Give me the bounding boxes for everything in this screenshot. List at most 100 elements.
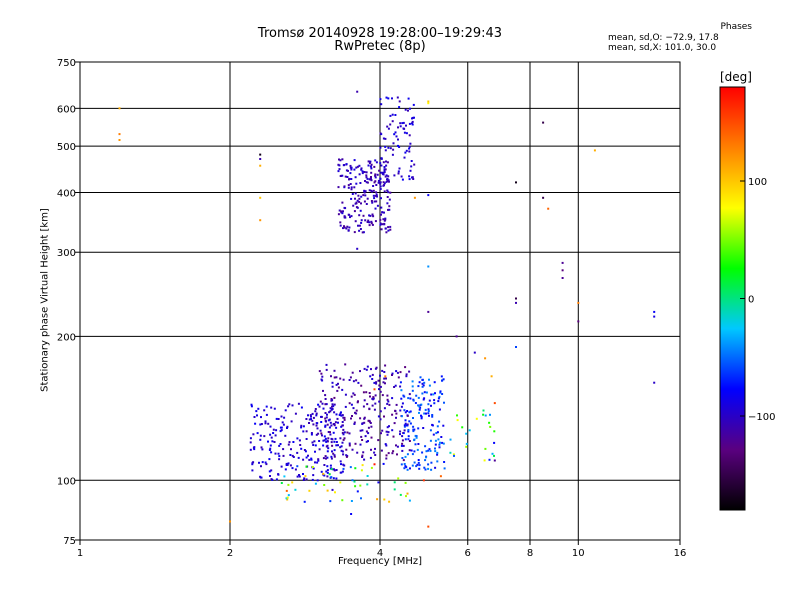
data-point [324,437,327,440]
data-point [350,513,353,515]
data-point [383,171,386,174]
data-point [515,297,517,300]
data-point [270,406,273,409]
data-point [267,440,269,443]
data-point [342,453,345,456]
data-point [407,109,409,112]
data-point [302,473,304,475]
data-point [412,399,415,402]
data-point [405,375,408,378]
data-point [325,416,328,419]
data-point [355,206,358,209]
data-point [402,127,405,130]
data-point [363,367,366,370]
data-point [433,402,436,405]
data-point [405,466,408,469]
data-point [359,370,361,373]
data-point [339,175,342,177]
data-point [363,200,366,203]
data-point [377,439,380,442]
data-point [321,375,324,378]
data-point [372,194,375,197]
data-point [300,406,303,409]
data-point [389,191,392,194]
data-point [310,432,313,434]
data-point [272,428,275,431]
data-point [324,417,327,420]
data-point [401,442,404,445]
data-point [379,410,382,413]
data-point [408,393,411,396]
data-point [369,375,372,378]
data-point [402,459,405,462]
data-point [305,478,308,481]
data-point [253,416,256,418]
data-point [326,489,329,492]
data-point [389,147,392,150]
data-point [251,463,254,466]
data-point [341,470,344,473]
data-point [381,369,384,372]
data-point [391,113,394,116]
data-point [274,452,277,455]
data-point [369,395,371,398]
data-point [364,435,367,438]
data-point [363,191,366,194]
data-point [439,390,442,393]
data-point [361,464,364,467]
data-point [250,405,253,408]
data-point [333,469,336,472]
data-point [402,432,405,435]
data-point [349,183,352,185]
data-point [391,429,394,432]
data-point [350,166,353,169]
data-point [286,427,288,429]
data-point [386,161,389,164]
data-point [428,378,430,381]
data-point [326,423,329,426]
data-point [368,214,371,217]
data-point [465,442,468,445]
data-point [322,407,325,410]
data-point [311,412,314,415]
data-point [384,217,387,220]
data-point [335,376,338,379]
data-point [270,469,273,472]
y-tick-label: 750 [57,58,76,69]
data-point [593,149,596,152]
data-point [328,426,331,429]
data-point [362,451,365,454]
phase-stats-x-mode: mean, sd,X: 101.0, 30.0 [608,43,717,53]
data-point [287,483,290,486]
data-point [310,418,312,421]
data-point [344,405,347,408]
phase-stats-header: Phases [720,22,752,32]
data-point [409,422,412,425]
data-point [365,391,368,394]
data-point [360,384,363,387]
data-point [373,200,376,203]
data-point [383,407,386,410]
data-point [314,461,316,464]
data-point [380,213,382,216]
data-point [335,426,338,429]
data-point [367,164,370,167]
data-point [343,437,346,440]
data-point [354,192,357,195]
data-point [431,414,434,416]
data-point [653,381,656,384]
data-point [355,379,358,382]
data-point [362,405,365,408]
data-point [386,196,389,198]
data-point [386,202,389,205]
data-point [311,466,314,468]
data-point [324,424,327,427]
data-point [561,269,564,272]
data-point [349,164,352,167]
colorbar-tick-label: 0 [748,295,754,306]
data-point [400,405,403,408]
data-point [265,463,268,466]
data-point [404,151,407,154]
data-point [400,444,403,447]
data-point [318,440,321,442]
